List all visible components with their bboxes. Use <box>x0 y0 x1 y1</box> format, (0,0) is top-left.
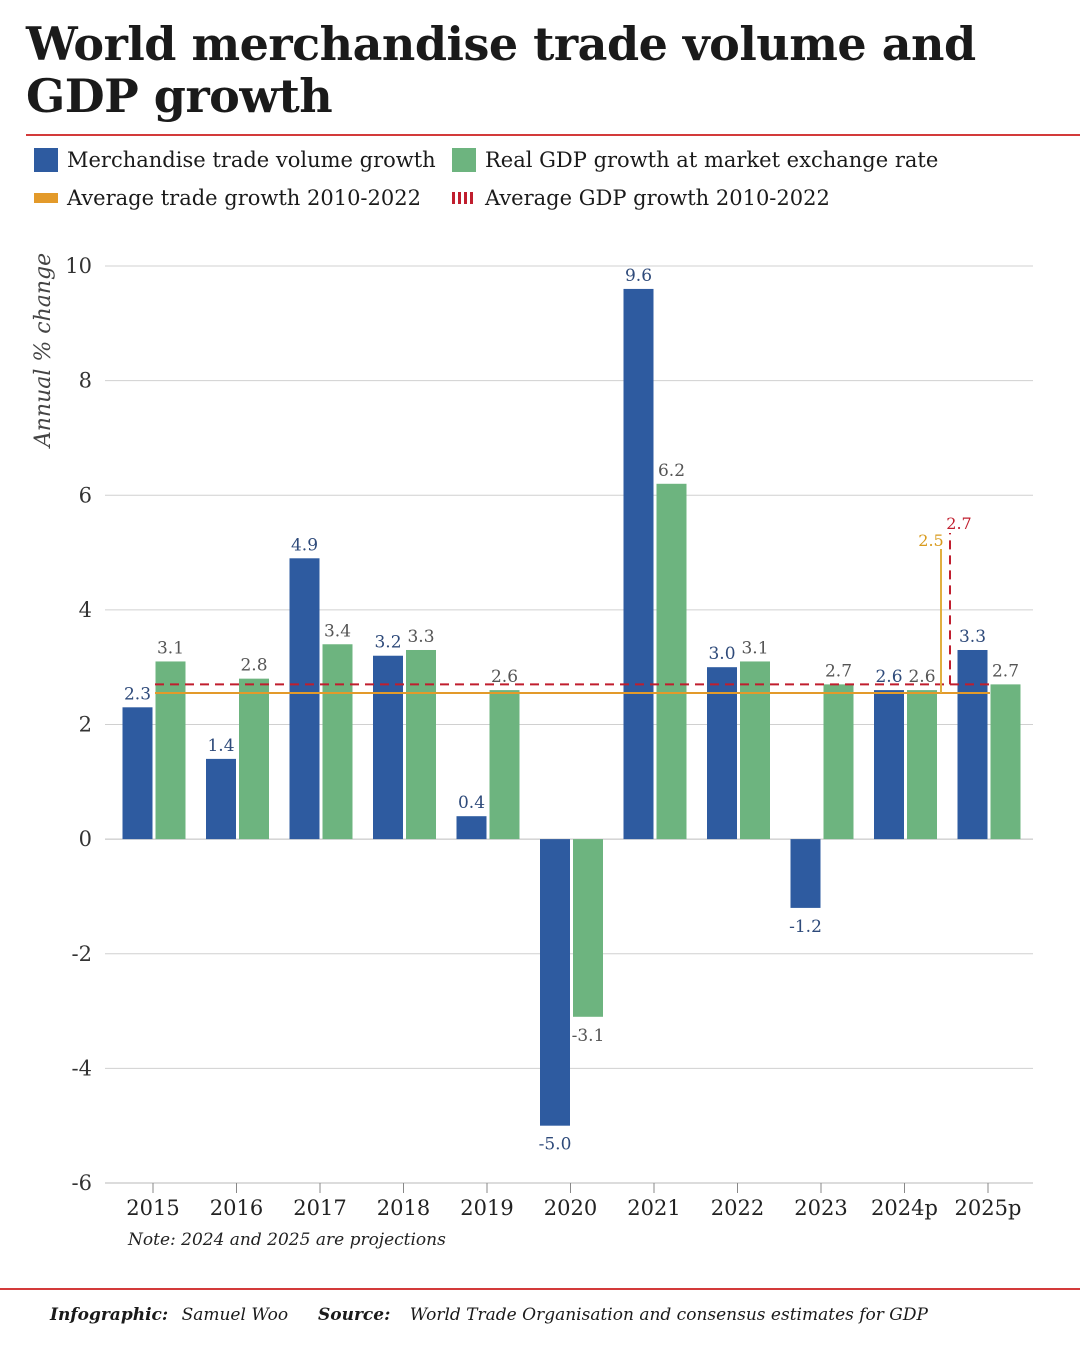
y-tick-label: 6 <box>79 483 92 507</box>
trade-value-label-2025p: 3.3 <box>959 627 986 647</box>
y-tick-label: 4 <box>79 598 92 622</box>
trade-value-label-2016: 1.4 <box>207 736 234 756</box>
legend-item-avg-gdp: Average GDP growth 2010-2022 <box>452 186 830 210</box>
y-tick-label: -6 <box>72 1171 92 1195</box>
trade-bar-2016 <box>206 758 236 840</box>
gdp-bar-2025p <box>990 684 1021 840</box>
y-tick-label: 0 <box>79 827 92 851</box>
x-tick-label: 2019 <box>460 1196 513 1220</box>
x-tick-label: 2023 <box>794 1196 847 1220</box>
x-tick-label: 2021 <box>627 1196 680 1220</box>
x-tick-label: 2018 <box>377 1196 430 1220</box>
y-tick-label: 2 <box>79 713 92 737</box>
top-rule <box>26 134 1080 136</box>
trade-bar-2017 <box>289 558 320 840</box>
trade-bar-2025p <box>957 649 988 840</box>
y-axis-label: Annual % change <box>31 253 56 449</box>
bottom-rule <box>0 1288 1080 1290</box>
trade-value-label-2015: 2.3 <box>124 684 151 704</box>
gdp-bar-2022 <box>740 661 770 840</box>
trade-bar-2020 <box>540 839 570 1126</box>
gdp-bar-2020 <box>573 839 603 1017</box>
credit: Infographic: Samuel Woo <box>50 1305 288 1325</box>
gdp-bar-2016 <box>239 678 269 840</box>
gdp-bar-2023 <box>823 684 854 840</box>
source: Source: World Trade Organisation and con… <box>318 1305 928 1325</box>
gdp-bar-2017 <box>322 644 353 840</box>
x-tick-label: 2020 <box>544 1196 597 1220</box>
source-value: World Trade Organisation and consensus e… <box>409 1305 928 1325</box>
source-label: Source: <box>318 1305 391 1325</box>
trade-bar-2019 <box>456 816 487 840</box>
trade-bar-2021 <box>623 288 654 840</box>
gdp-value-label-2017: 3.4 <box>324 621 351 641</box>
trade-value-label-2023: -1.2 <box>789 917 822 937</box>
gdp-value-label-2019: 2.6 <box>491 667 518 687</box>
trade-bar-2024p <box>874 690 904 840</box>
trade-bar-2015 <box>122 707 153 840</box>
legend-swatch-trade <box>34 148 58 172</box>
trade-value-label-2017: 4.9 <box>291 535 318 555</box>
x-tick-label: 2024p <box>871 1196 938 1220</box>
legend-label-avg-gdp: Average GDP growth 2010-2022 <box>485 186 830 210</box>
y-ticks: 10 8 6 4 2 0 -2 -4 -6 <box>65 254 92 1195</box>
gdp-bar-2021 <box>656 483 687 840</box>
trade-value-label-2024p: 2.6 <box>875 667 902 687</box>
projection-note: Note: 2024 and 2025 are projections <box>128 1230 446 1250</box>
gdp-bar-2024p <box>907 690 937 840</box>
trade-value-label-2022: 3.0 <box>708 644 735 664</box>
y-tick-label: -4 <box>72 1056 92 1080</box>
legend-swatch-gdp <box>452 148 476 172</box>
chart-title: World merchandise trade volume and GDP g… <box>26 17 976 123</box>
gdp-bar-2015 <box>155 661 186 840</box>
x-tick-label: 2016 <box>210 1196 263 1220</box>
gdp-value-label-2016: 2.8 <box>240 656 267 676</box>
trade-value-label-2019: 0.4 <box>458 793 485 813</box>
x-ticks: 2015 2016 2017 2018 2019 2020 2021 2022 2023 2024… <box>126 1183 1021 1220</box>
x-tick-label: 2022 <box>711 1196 764 1220</box>
legend-swatch-avg-gdp <box>452 192 476 204</box>
x-tick-label: 2015 <box>126 1196 179 1220</box>
trade-value-label-2020: -5.0 <box>539 1135 572 1155</box>
credit-label: Infographic: <box>50 1305 169 1325</box>
y-tick-label: 10 <box>65 254 92 278</box>
gdp-value-label-2022: 3.1 <box>741 638 768 658</box>
y-tick-label: 8 <box>79 369 92 393</box>
average-trade-label: 2.5 <box>918 531 943 550</box>
x-tick-label: 2017 <box>293 1196 346 1220</box>
y-tick-label: -2 <box>72 942 92 966</box>
gdp-value-label-2018: 3.3 <box>407 627 434 647</box>
trade-bar-2023 <box>790 839 821 908</box>
trade-value-label-2018: 3.2 <box>374 633 401 653</box>
credit-value: Samuel Woo <box>181 1305 289 1325</box>
trade-bar-2022 <box>707 667 737 840</box>
legend-item-gdp: Real GDP growth at market exchange rate <box>452 148 938 172</box>
legend-item-avg-trade: Average trade growth 2010-2022 <box>34 186 421 210</box>
legend-label-avg-trade: Average trade growth 2010-2022 <box>67 186 421 210</box>
gdp-value-label-2025p: 2.7 <box>992 661 1019 681</box>
gdp-value-label-2021: 6.2 <box>658 461 685 481</box>
gdp-value-label-2023: 2.7 <box>825 661 852 681</box>
legend-item-trade: Merchandise trade volume growth <box>34 148 436 172</box>
average-lines: 2.52.7 <box>155 514 990 694</box>
legend-label-gdp: Real GDP growth at market exchange rate <box>485 148 939 172</box>
gdp-bar-2019 <box>489 690 520 840</box>
x-tick-label: 2025p <box>955 1196 1022 1220</box>
gdp-value-label-2020: -3.1 <box>572 1026 605 1046</box>
gdp-bar-2018 <box>406 649 436 840</box>
legend-swatch-avg-trade <box>34 193 58 203</box>
average-gdp-label: 2.7 <box>946 514 971 533</box>
trade-value-label-2021: 9.6 <box>625 266 652 286</box>
gdp-value-label-2015: 3.1 <box>157 638 184 658</box>
trade-bar-2018 <box>373 655 403 840</box>
gdp-value-label-2024p: 2.6 <box>908 667 935 687</box>
bars: 2.3 3.1 1.4 2.8 4.9 3.4 3.2 3.3 0.4 2.6 -5.0 -3.1 9.… <box>122 266 1021 1155</box>
legend-label-trade: Merchandise trade volume growth <box>67 148 436 172</box>
